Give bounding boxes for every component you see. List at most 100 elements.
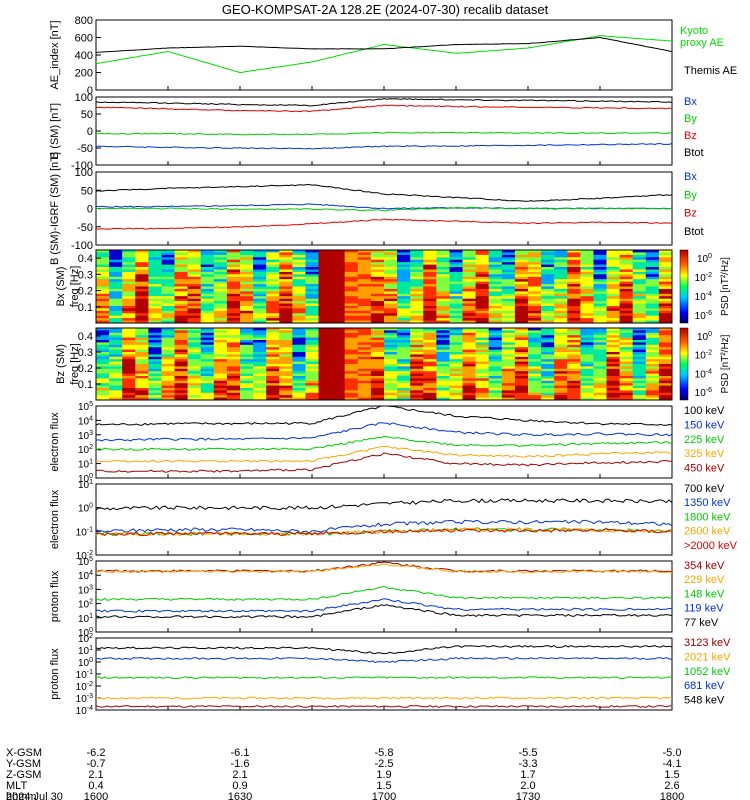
heatmap-cell [449, 269, 464, 273]
heatmap-cell [266, 267, 280, 270]
heatmap-cell [344, 349, 359, 353]
heatmap-cell [384, 344, 398, 348]
heatmap-cell [475, 356, 490, 360]
heatmap-cell [161, 359, 176, 363]
heatmap-cell [279, 344, 293, 348]
legend-label: 100 keV [684, 405, 725, 417]
heatmap-cell [501, 306, 516, 309]
heatmap-cell [226, 318, 241, 321]
heatmap-cell [514, 320, 529, 324]
heatmap-cell [541, 385, 555, 389]
heatmap-cell [279, 257, 293, 261]
heatmap-cell [410, 274, 424, 278]
heatmap-cell [397, 373, 411, 377]
heatmap-cell [449, 328, 464, 331]
heatmap-cell [397, 269, 411, 273]
heatmap-cell [567, 392, 581, 396]
heatmap-cell [606, 252, 621, 256]
heatmap-cell [423, 368, 437, 372]
tick-label: 100 [75, 167, 93, 179]
heatmap-cell [174, 318, 189, 321]
heatmap-cell [240, 269, 254, 273]
heatmap-cell [619, 310, 634, 314]
heatmap-cell [528, 310, 542, 314]
heatmap-cell [226, 288, 241, 292]
heatmap-cell [580, 281, 594, 285]
heatmap-cell [226, 281, 241, 285]
heatmap-cell [632, 264, 647, 268]
heatmap-cell [449, 306, 464, 309]
heatmap-cell [606, 279, 621, 283]
heatmap-cell [475, 320, 490, 324]
series-line [95, 645, 673, 655]
heatmap-cell [462, 397, 477, 401]
heatmap-cell [514, 395, 529, 399]
heatmap-cell [645, 303, 660, 307]
heatmap-cell [410, 383, 424, 387]
heatmap-cell [580, 301, 594, 304]
heatmap-cell [541, 390, 555, 394]
heatmap-cell [514, 328, 529, 331]
heatmap-cell [174, 276, 189, 280]
heatmap-cell [645, 359, 660, 363]
heatmap-cell [475, 271, 490, 275]
heatmap-cell [357, 380, 372, 384]
heatmap-cell [567, 368, 581, 372]
heatmap-cell [384, 286, 398, 290]
heatmap-cell [462, 313, 477, 317]
heatmap-cell [606, 281, 621, 285]
heatmap-cell [567, 388, 581, 391]
heatmap-cell [213, 390, 228, 394]
heatmap-cell [318, 264, 333, 268]
heatmap-cell [122, 274, 136, 278]
heatmap-cell [645, 390, 660, 394]
heatmap-cell [357, 342, 372, 346]
heatmap-cell [187, 281, 202, 285]
heatmap-cell [488, 303, 503, 307]
heatmap-cell [109, 259, 123, 263]
heatmap-cell [122, 347, 136, 351]
heatmap-cell [462, 376, 477, 379]
heatmap-cell [580, 390, 594, 394]
heatmap-cell [187, 390, 202, 394]
heatmap-cell [226, 368, 241, 372]
heatmap-cell [200, 262, 215, 266]
heatmap-cell [606, 269, 621, 273]
heatmap-cell [567, 259, 581, 263]
heatmap-cell [423, 274, 437, 278]
heatmap-cell [213, 267, 228, 270]
heatmap-cell [514, 286, 529, 290]
heatmap-cell [475, 254, 490, 258]
heatmap-cell [279, 284, 293, 287]
heatmap-cell [109, 318, 123, 321]
heatmap-cell [436, 257, 450, 261]
heatmap-cell [357, 371, 372, 375]
heatmap-cell [253, 347, 267, 351]
heatmap-cell [384, 298, 398, 302]
heatmap-cell [96, 352, 110, 355]
heatmap-cell [253, 315, 267, 319]
heatmap-cell [514, 371, 529, 375]
heatmap-cell [541, 315, 555, 319]
heatmap-cell [226, 306, 241, 309]
heatmap-cell [554, 385, 568, 389]
heatmap-cell [122, 378, 136, 382]
heatmap-cell [305, 284, 320, 287]
heatmap-cell [475, 397, 490, 401]
heatmap-cell [554, 337, 568, 341]
heatmap-cell [226, 328, 241, 331]
heatmap-cell [580, 376, 594, 379]
heatmap-cell [384, 359, 398, 363]
tick-label: 50 [81, 185, 93, 197]
heatmap-cell [632, 352, 647, 355]
heatmap-cell [200, 337, 215, 341]
heatmap-cell [501, 284, 516, 287]
heatmap-cell [344, 337, 359, 341]
heatmap-cell [397, 359, 411, 363]
heatmap-cell [187, 347, 202, 351]
heatmap-cell [253, 298, 267, 302]
heatmap-cell [528, 313, 542, 317]
heatmap-cell [554, 330, 568, 334]
heatmap-cell [279, 303, 293, 307]
heatmap-cell [292, 378, 306, 382]
